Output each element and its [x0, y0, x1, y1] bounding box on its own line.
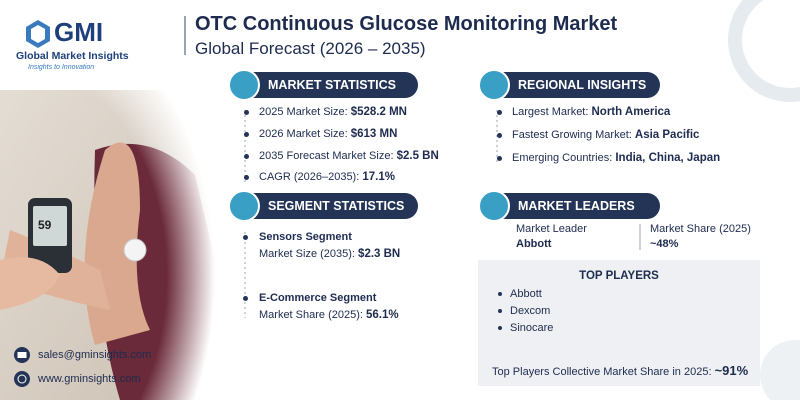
logo-icon — [26, 20, 50, 48]
top-players-box — [478, 260, 760, 386]
contact-icons — [14, 347, 30, 387]
stat-row: 2025 Market Size: $528.2 MN — [259, 106, 407, 118]
section-title: MARKET LEADERS — [518, 199, 635, 213]
bullet — [244, 154, 249, 159]
summary-label: Top Players Collective Market Share in 2… — [492, 366, 712, 378]
stat-label: CAGR (2026–2035): — [259, 171, 360, 183]
section-title: REGIONAL INSIGHTS — [518, 78, 647, 92]
bullet — [497, 133, 502, 138]
logo-tagline: Insights to Innovation — [28, 64, 95, 71]
stat-value: 17.1% — [362, 171, 395, 183]
summary-value: ~91% — [714, 363, 749, 378]
stat-value: $2.3 BN — [358, 248, 401, 260]
stat-value: $613 MN — [350, 128, 398, 140]
section-pill: REGIONAL INSIGHTS — [478, 69, 660, 101]
section-title: MARKET STATISTICS — [268, 78, 397, 92]
stat-value: India, China, Japan — [615, 152, 721, 164]
bullet — [244, 110, 249, 115]
logo-name: GMI — [54, 17, 104, 47]
stat-label: Largest Market: — [512, 106, 589, 118]
stat-label: 2035 Forecast Market Size: — [259, 150, 394, 162]
section-pill: SEGMENT STATISTICS — [228, 190, 418, 222]
player: Abbott — [510, 288, 542, 300]
logo-full-name: Global Market Insights — [16, 50, 129, 62]
stat-value: $528.2 MN — [350, 106, 407, 118]
stat-label: Emerging Countries: — [512, 152, 613, 164]
stat-value: $2.5 BN — [396, 150, 439, 162]
player: Sinocare — [510, 322, 554, 334]
bullet — [498, 326, 502, 330]
player: Dexcom — [510, 305, 551, 317]
bullet — [243, 235, 248, 240]
top-players-summary: Top Players Collective Market Share in 2… — [492, 363, 748, 378]
leader: Abbott — [516, 238, 552, 250]
stat-label: 2026 Market Size: — [259, 128, 348, 140]
stat-label: Market Size (2035): — [259, 248, 355, 260]
segment-stat: Market Share (2025): 56.1% — [259, 309, 399, 321]
stat-value: North America — [591, 106, 671, 118]
device-reading: 59 — [38, 218, 52, 232]
stat-row: Emerging Countries: India, China, Japan — [512, 152, 720, 164]
section-title: SEGMENT STATISTICS — [268, 199, 405, 213]
stat-row: 2035 Forecast Market Size: $2.5 BN — [259, 150, 439, 162]
stat-value: 56.1% — [366, 309, 399, 321]
top-players-title: TOP PLAYERS — [579, 270, 659, 282]
stat-row: 2026 Market Size: $613 MN — [259, 128, 397, 140]
stat-value: Asia Pacific — [634, 129, 700, 141]
stat-label: 2025 Market Size: — [259, 106, 348, 118]
stat-label: Fastest Growing Market: — [512, 129, 632, 141]
stat-row: Fastest Growing Market: Asia Pacific — [512, 129, 699, 141]
bullet — [498, 309, 502, 313]
bullet — [244, 175, 249, 180]
section-pill: MARKET LEADERS — [478, 190, 660, 222]
segment-name: Sensors Segment — [259, 231, 352, 243]
bullet — [243, 296, 248, 301]
stat-label: Market Share (2025): — [259, 309, 363, 321]
segment-stat: Market Size (2035): $2.3 BN — [259, 248, 400, 260]
stat-row: Largest Market: North America — [512, 106, 670, 118]
contact-email: sales@gminsights.com — [38, 349, 152, 361]
share: ~48% — [650, 238, 679, 250]
subtitle: Global Forecast (2026 – 2035) — [195, 39, 426, 58]
section-pill: MARKET STATISTICS — [228, 69, 418, 101]
segment-name: E-Commerce Segment — [259, 292, 377, 304]
leader-label: Market Leader — [516, 223, 587, 235]
bullet — [497, 156, 502, 161]
share-label: Market Share (2025) — [650, 223, 751, 235]
title: OTC Continuous Glucose Monitoring Market — [195, 13, 618, 35]
bullet — [497, 110, 502, 115]
stat-row: CAGR (2026–2035): 17.1% — [259, 171, 395, 183]
bullet — [244, 132, 249, 137]
bullet — [498, 292, 502, 296]
contact-website: www.gminsights.com — [38, 373, 141, 385]
